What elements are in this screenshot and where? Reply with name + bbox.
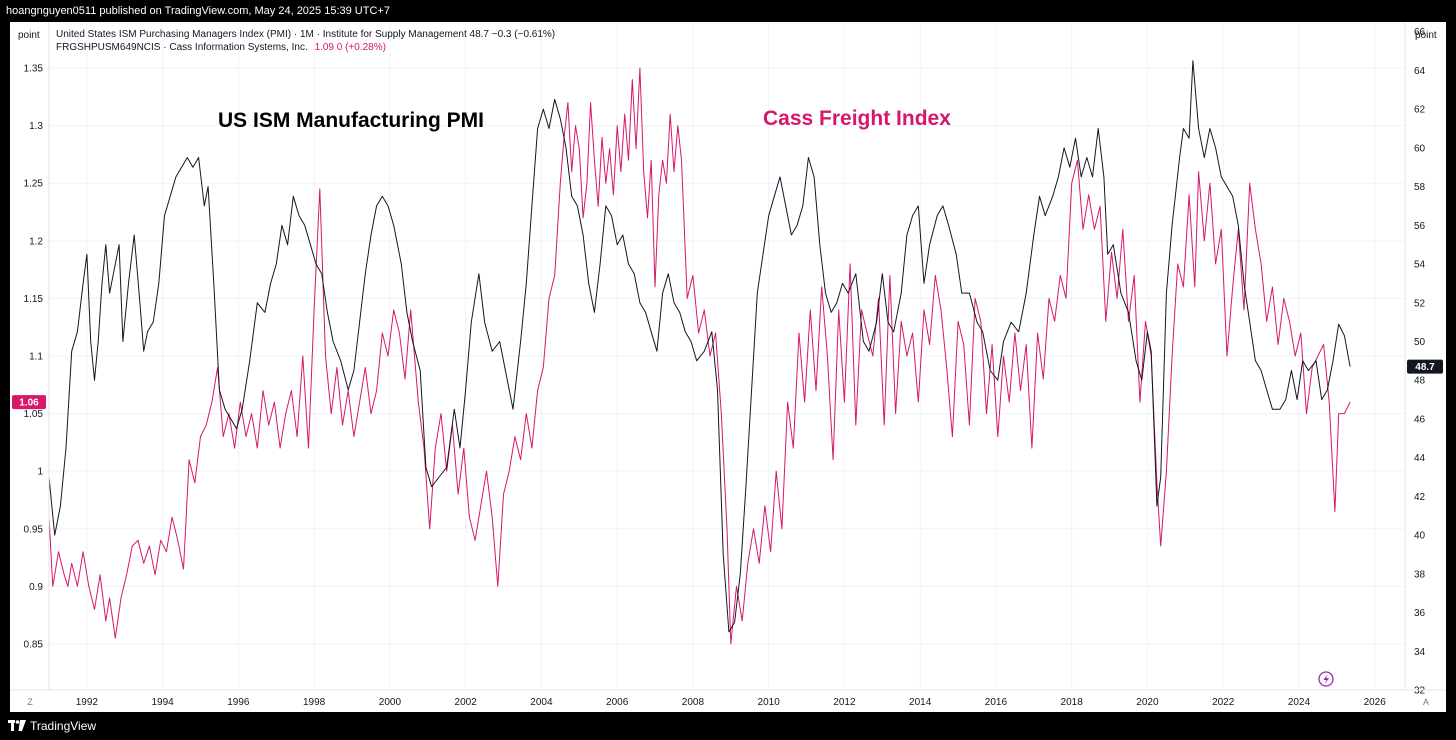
left-tick-label: 1.05 (24, 409, 44, 420)
right-tick-label: 42 (1414, 492, 1426, 503)
right-tick-label: 54 (1414, 260, 1426, 271)
right-tick-label: 52 (1414, 298, 1426, 309)
lightning-icon[interactable] (1318, 671, 1334, 687)
x-tick-label: 2020 (1136, 697, 1159, 708)
last-value-cass: 1.06 (19, 398, 39, 409)
right-price-axis[interactable]: 32 34 36 38 40 42 44 46 48 50 52 54 56 58 60 62 64 66 (1414, 27, 1426, 696)
left-tick-label: 1.1 (29, 352, 43, 363)
right-tick-label: 60 (1414, 143, 1426, 154)
x-tick-label: 2018 (1061, 697, 1084, 708)
right-tick-label: 36 (1414, 608, 1426, 619)
x-tick-label: 2014 (909, 697, 932, 708)
corner-left-label[interactable]: Z (27, 697, 33, 707)
corner-right-label[interactable]: A (1423, 697, 1429, 707)
x-tick-label: 1996 (227, 697, 250, 708)
x-tick-label: 1994 (152, 697, 175, 708)
right-tick-label: 58 (1414, 182, 1426, 193)
right-tick-label: 56 (1414, 221, 1426, 232)
annotation-pmi: US ISM Manufacturing PMI (218, 109, 484, 132)
tradingview-brand-text: TradingView (30, 719, 97, 733)
published-header: hoangnguyen0511 published on TradingView… (0, 0, 1456, 22)
x-tick-label: 2008 (682, 697, 705, 708)
right-tick-label: 48 (1414, 376, 1426, 387)
tradingview-brand[interactable]: TradingView (8, 712, 96, 740)
series-line-cass[interactable] (48, 67, 1351, 645)
last-value-cass-badge: 1.06 (12, 395, 46, 410)
x-tick-label: 2006 (606, 697, 629, 708)
x-tick-label: 1992 (76, 697, 99, 708)
x-tick-label: 1998 (303, 697, 326, 708)
left-tick-label: 0.85 (24, 639, 44, 650)
right-tick-label: 46 (1414, 414, 1426, 425)
right-tick-label: 66 (1414, 27, 1426, 38)
left-tick-label: 1.3 (29, 121, 43, 132)
x-tick-label: 2012 (833, 697, 856, 708)
series-layer (48, 60, 1351, 645)
chart-frame: 0.85 0.9 0.95 1 1.05 1.1 1.15 1.2 1.25 1.3 1.35 32… (10, 22, 1446, 712)
right-tick-label: 34 (1414, 647, 1426, 658)
left-tick-label: 0.9 (29, 582, 43, 593)
time-axis[interactable]: 1992 1994 1996 1998 2000 2002 2004 2006 2008 2010… (76, 697, 1387, 708)
x-tick-label: 2016 (985, 697, 1008, 708)
published-text: hoangnguyen0511 published on TradingView… (6, 5, 390, 17)
tradingview-logo-icon (8, 720, 26, 731)
left-tick-label: 1.35 (24, 64, 44, 75)
x-tick-label: 2004 (530, 697, 553, 708)
legend-pmi[interactable]: United States ISM Purchasing Managers In… (56, 29, 555, 40)
plot-background (10, 22, 1446, 712)
left-tick-label: 0.95 (24, 524, 44, 535)
left-tick-label: 1.15 (24, 294, 44, 305)
left-tick-label: 1 (37, 467, 43, 478)
left-tick-label: 1.25 (24, 179, 44, 190)
footer-bar: TradingView (0, 712, 1456, 740)
legend-cass-name: FRGSHPUSM649NCIS · Cass Information Syst… (56, 42, 308, 53)
x-tick-label: 2002 (455, 697, 478, 708)
right-tick-label: 44 (1414, 453, 1426, 464)
chart-svg[interactable]: 0.85 0.9 0.95 1 1.05 1.1 1.15 1.2 1.25 1.3 1.35 32… (10, 22, 1446, 712)
legend-cass[interactable]: FRGSHPUSM649NCIS · Cass Information Syst… (56, 42, 386, 53)
left-axis-unit: point (18, 30, 40, 41)
right-tick-label: 62 (1414, 105, 1426, 116)
last-value-pmi: 48.7 (1415, 362, 1435, 373)
left-tick-label: 1.2 (29, 236, 43, 247)
right-axis-unit: point (1415, 30, 1437, 41)
right-tick-label: 50 (1414, 337, 1426, 348)
x-tick-label: 2024 (1288, 697, 1311, 708)
right-tick-label: 32 (1414, 686, 1426, 697)
right-tick-label: 38 (1414, 569, 1426, 580)
right-tick-label: 40 (1414, 531, 1426, 542)
x-tick-label: 2022 (1212, 697, 1235, 708)
right-tick-label: 64 (1414, 66, 1426, 77)
legend-cass-values: 1.09 0 (+0.28%) (315, 42, 386, 53)
last-value-cass-bg (12, 395, 46, 410)
last-value-pmi-bg (1407, 359, 1443, 374)
left-price-axis[interactable]: 0.85 0.9 0.95 1 1.05 1.1 1.15 1.2 1.25 1.3 1.35 (24, 64, 44, 651)
series-line-pmi[interactable] (48, 60, 1351, 633)
x-tick-label: 2010 (758, 697, 781, 708)
annotation-cass: Cass Freight Index (763, 107, 951, 130)
grid (49, 22, 1405, 690)
x-tick-label: 2000 (379, 697, 402, 708)
last-value-pmi-badge: 48.7 (1407, 359, 1443, 374)
x-tick-label: 2026 (1364, 697, 1387, 708)
